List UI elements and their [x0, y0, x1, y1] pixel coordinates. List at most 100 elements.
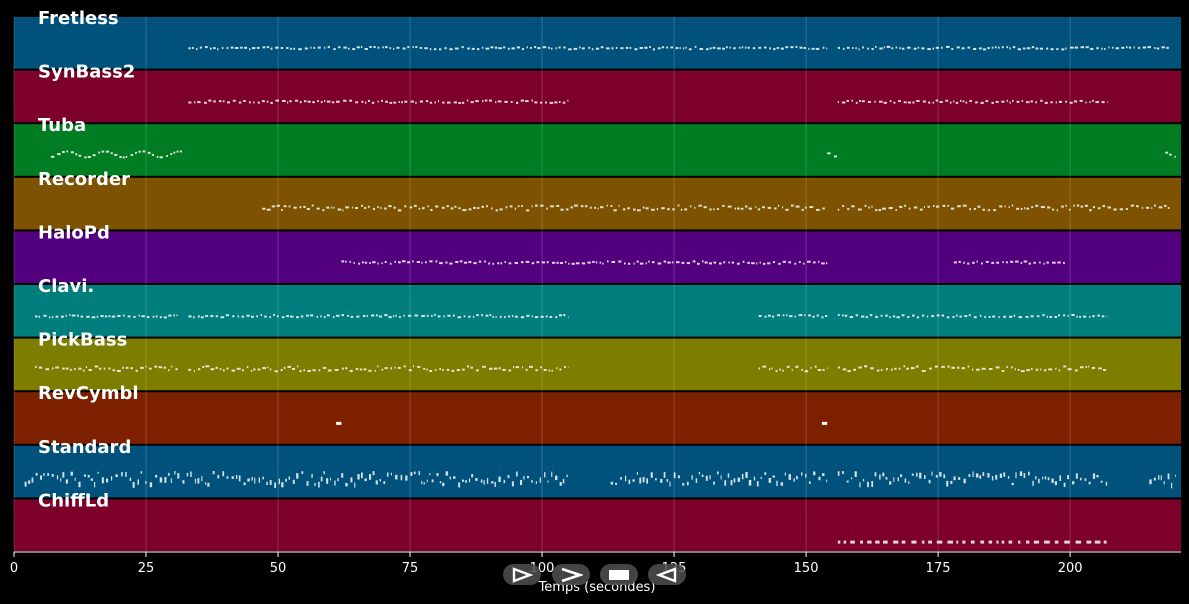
note-mark: [334, 369, 339, 371]
note-mark: [611, 261, 616, 263]
note-mark: [656, 208, 659, 211]
note-mark: [345, 482, 348, 487]
note-mark: [895, 209, 897, 211]
note-mark: [615, 482, 617, 485]
note-mark: [482, 46, 484, 49]
note-segment: [1149, 473, 1176, 489]
note-mark: [815, 47, 820, 50]
note-mark: [682, 482, 685, 486]
note-mark: [796, 475, 798, 480]
note-mark: [332, 316, 335, 319]
rewind-button[interactable]: [648, 564, 686, 585]
note-mark: [941, 314, 944, 317]
note-mark: [642, 476, 645, 483]
note-mark: [333, 206, 335, 209]
note-mark: [243, 482, 246, 486]
note-mark: [963, 478, 966, 484]
note-mark: [520, 479, 523, 486]
note-mark: [859, 482, 861, 488]
note-mark: [921, 540, 925, 544]
note-mark: [818, 476, 821, 481]
note-mark: [973, 207, 976, 210]
note-mark: [253, 101, 255, 104]
note-mark: [188, 101, 192, 104]
note-mark: [369, 262, 371, 265]
stop-button[interactable]: [600, 564, 638, 585]
note-mark: [645, 207, 649, 210]
note-mark: [1069, 208, 1071, 211]
note-mark: [503, 479, 506, 484]
play-button[interactable]: [503, 564, 541, 585]
note-mark: [155, 315, 158, 318]
note-mark: [573, 204, 578, 207]
x-tick-label: 50: [270, 561, 287, 576]
note-mark: [326, 478, 329, 484]
note-mark: [364, 101, 367, 104]
note-mark: [723, 261, 726, 264]
note-mark: [1067, 314, 1069, 317]
note-mark: [632, 479, 635, 482]
note-mark: [43, 473, 45, 476]
note-mark: [177, 473, 180, 479]
note-mark: [389, 262, 392, 265]
note-mark: [450, 207, 454, 210]
note-mark: [473, 206, 476, 209]
note-mark: [314, 482, 316, 486]
note-mark: [1158, 206, 1163, 209]
note-mark: [468, 261, 472, 264]
x-tick-label: 175: [926, 561, 951, 576]
note-mark: [907, 101, 911, 104]
note-mark: [395, 474, 398, 480]
note-mark: [398, 101, 400, 103]
note-mark: [453, 476, 456, 479]
note-mark: [43, 314, 47, 317]
note-mark: [1106, 315, 1108, 318]
note-mark: [1154, 47, 1156, 49]
note-mark: [991, 46, 994, 49]
note-mark: [1074, 369, 1078, 372]
note-mark: [1031, 367, 1033, 370]
note-mark: [267, 366, 269, 369]
note-mark: [215, 366, 218, 369]
note-mark: [140, 471, 143, 474]
note-mark: [688, 48, 692, 51]
track-lane: [14, 499, 1181, 551]
note-mark: [540, 101, 543, 104]
note-mark: [345, 367, 348, 370]
note-mark: [69, 368, 72, 371]
note-mark: [1107, 100, 1108, 103]
note-mark: [1016, 207, 1020, 210]
note-mark: [173, 151, 176, 154]
note-mark: [303, 205, 306, 208]
note-mark: [795, 365, 799, 368]
note-mark: [851, 477, 853, 480]
note-mark: [530, 46, 532, 49]
note-mark: [305, 314, 309, 317]
note-mark: [499, 315, 502, 318]
note-mark: [893, 540, 899, 544]
note-mark: [1063, 365, 1067, 368]
note-mark: [995, 100, 999, 103]
note-mark: [159, 156, 163, 159]
note-mark: [213, 100, 216, 103]
forward-button[interactable]: [552, 564, 590, 585]
note-mark: [984, 316, 986, 318]
note-mark: [548, 369, 551, 372]
note-mark: [1112, 46, 1114, 49]
note-mark: [1101, 315, 1105, 318]
note-mark: [885, 368, 888, 371]
note-segment: [758, 365, 828, 373]
note-mark: [709, 262, 712, 265]
note-mark: [475, 100, 479, 103]
note-mark: [151, 153, 155, 156]
stop-icon: [609, 569, 629, 580]
note-mark: [956, 314, 958, 317]
note-mark: [737, 207, 740, 210]
note-mark: [489, 367, 493, 370]
note-mark: [392, 315, 395, 318]
note-mark: [916, 100, 920, 102]
note-mark: [465, 480, 467, 483]
note-mark: [1072, 481, 1075, 485]
note-mark: [280, 369, 283, 372]
note-mark: [55, 366, 59, 369]
